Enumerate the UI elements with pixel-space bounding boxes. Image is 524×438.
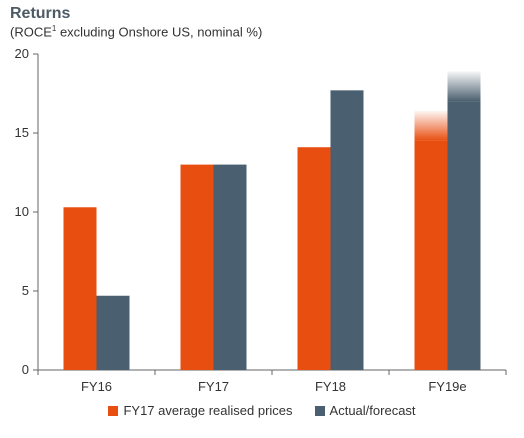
bar-FY16-series1	[96, 295, 130, 370]
legend-label-slate: Actual/forecast	[329, 403, 416, 418]
legend-swatch-slate	[314, 405, 325, 416]
x-tick-label: FY18	[315, 379, 346, 394]
bar-FY17-series1	[213, 164, 247, 370]
legend-item-orange: FY17 average realised prices	[108, 403, 293, 418]
bar-chart: 0 5 10 15 20 FY16 FY17 FY18 FY19e	[15, 46, 507, 394]
bar-FY16-series0	[63, 207, 97, 370]
y-tick-label: 0	[22, 362, 29, 377]
y-tick-label: 10	[15, 204, 29, 219]
x-tick-label: FY16	[81, 379, 112, 394]
x-tick-label: FY19e	[428, 379, 466, 394]
legend-label-orange: FY17 average realised prices	[123, 403, 293, 418]
x-tick-label: FY17	[198, 379, 229, 394]
bar-FY19e-series0	[414, 140, 448, 370]
bar-FY18-series1	[330, 90, 364, 370]
bar-fade-FY19e-series1	[447, 71, 481, 102]
legend-item-slate: Actual/forecast	[314, 403, 416, 418]
legend-swatch-orange	[108, 405, 119, 416]
bar-FY17-series0	[180, 164, 214, 370]
chart-title: Returns	[10, 5, 71, 22]
bar-FY18-series0	[297, 147, 331, 370]
y-tick-label: 5	[22, 283, 29, 298]
y-tick-label: 20	[15, 46, 29, 61]
chart-legend: FY17 average realised prices Actual/fore…	[0, 403, 524, 418]
chart-subtitle: (ROCE1 excluding Onshore US, nominal %)	[10, 24, 263, 40]
bar-fade-FY19e-series0	[414, 110, 448, 141]
y-tick-label: 15	[15, 125, 29, 140]
bar-FY19e-series1	[447, 101, 481, 370]
